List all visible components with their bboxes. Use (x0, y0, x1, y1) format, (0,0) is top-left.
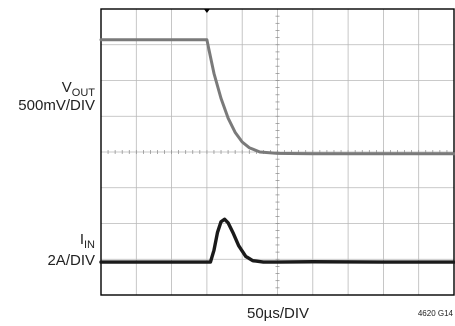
traces (99, 38, 455, 264)
iin-label: IIN (80, 231, 95, 251)
vout-scale-label: 500mV/DIV (18, 97, 95, 114)
figure-id: 4620 G14 (418, 309, 454, 318)
vout-label: VOUT (62, 79, 96, 99)
plot-frame (100, 8, 455, 296)
timebase-label: 50µs/DIV (247, 305, 309, 322)
trace-vout (99, 38, 455, 156)
iin-scale-label: 2A/DIV (47, 252, 95, 269)
trace-iin (99, 217, 455, 264)
trigger-marker (203, 9, 210, 13)
